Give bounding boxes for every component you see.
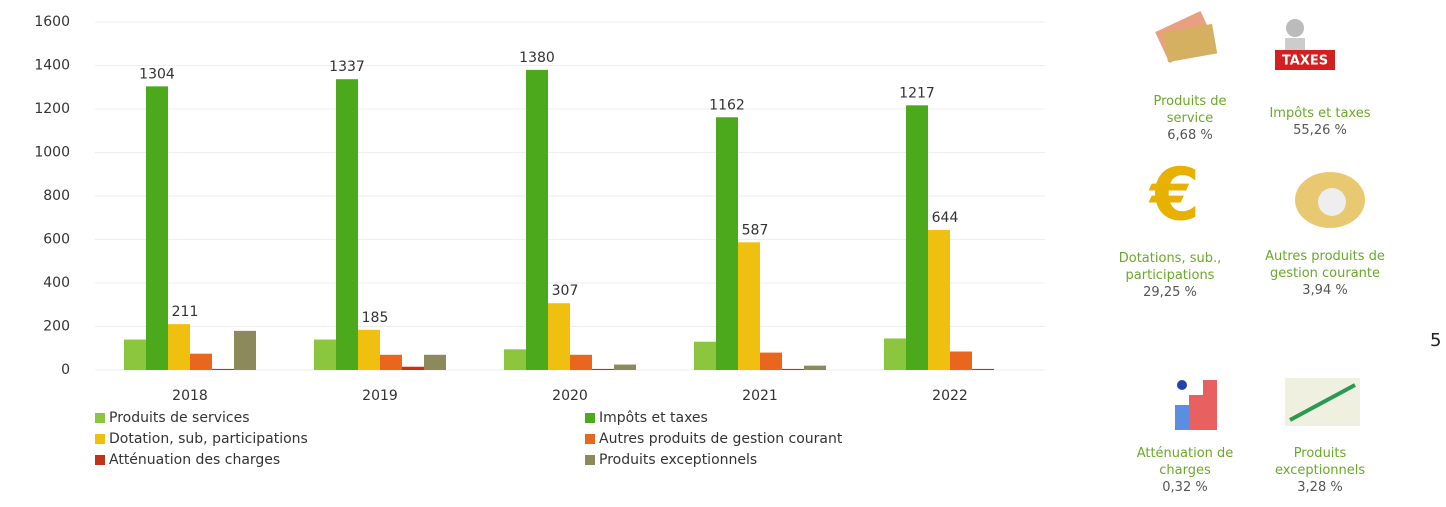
bar — [928, 229, 950, 370]
euro-icon: € — [1148, 153, 1200, 237]
y-tick-label: 1200 — [34, 101, 70, 117]
bar — [424, 354, 446, 370]
legend-label: Autres produits de gestion courant — [599, 431, 843, 447]
breakdown-item: Dotations, sub., participations 29,25 % — [1105, 250, 1235, 301]
data-label: 185 — [362, 310, 389, 326]
item-share: 0,32 % — [1162, 480, 1208, 495]
item-share: 3,94 % — [1302, 283, 1348, 298]
bar — [782, 368, 804, 370]
chart: 0 200 400 600 800 1000 1200 1400 1600 2018 1304 211… — [34, 14, 1045, 468]
growth-icon — [1285, 378, 1360, 426]
breakdown-item: Produits de service 6,68 % — [1130, 93, 1250, 144]
bar — [402, 366, 424, 370]
data-label: 307 — [552, 283, 579, 299]
icons: TAXES € — [1148, 11, 1365, 430]
legend-swatch — [95, 434, 105, 444]
y-tick-label: 800 — [43, 188, 70, 204]
y-tick-label: 1600 — [34, 14, 70, 30]
x-tick-label: 2021 — [742, 388, 778, 404]
legend-swatch — [585, 455, 595, 465]
bar — [146, 86, 168, 370]
bar — [884, 338, 906, 370]
bar — [548, 303, 570, 370]
breakdown-item: Atténuation de charges 0,32 % — [1125, 445, 1245, 496]
data-label: 1304 — [139, 66, 175, 82]
item-label: Autres produits de gestion courante — [1265, 249, 1385, 281]
legend-label: Impôts et taxes — [599, 410, 708, 426]
y-tick-label: 200 — [43, 319, 70, 335]
bar — [738, 242, 760, 370]
bar — [504, 349, 526, 370]
bar — [314, 339, 336, 370]
legend-label: Atténuation des charges — [109, 452, 280, 468]
svg-text:€: € — [1148, 153, 1200, 237]
bar — [190, 353, 212, 370]
bar — [716, 117, 738, 370]
bar — [950, 351, 972, 370]
legend-label: Produits exceptionnels — [599, 452, 757, 468]
data-label: 587 — [742, 222, 769, 238]
breakdown-item: Autres produits de gestion courante 3,94 … — [1255, 248, 1395, 299]
item-share: 3,28 % — [1297, 480, 1343, 495]
piggy-icon — [1295, 172, 1365, 228]
bar — [694, 341, 716, 370]
item-label: Atténuation de charges — [1136, 446, 1234, 478]
item-label: Produits exceptionnels — [1275, 446, 1366, 478]
breakdown-item: Produits exceptionnels 3,28 % — [1260, 445, 1380, 496]
bar — [760, 352, 782, 370]
svg-text:TAXES: TAXES — [1282, 54, 1328, 69]
item-share: 55,26 % — [1293, 123, 1347, 138]
bar — [972, 368, 994, 370]
y-tick-label: 600 — [43, 232, 70, 248]
legend-swatch — [95, 455, 105, 465]
bar — [614, 364, 636, 370]
page-number: 5 — [1430, 330, 1442, 351]
data-label: 1217 — [899, 85, 935, 101]
x-tick-label: 2022 — [932, 388, 968, 404]
breakdown-item: Impôts et taxes 55,26 % — [1260, 105, 1380, 139]
y-tick-label: 0 — [61, 362, 70, 378]
bar — [592, 368, 614, 370]
item-label: Impôts et taxes — [1269, 106, 1371, 121]
data-label: 1337 — [329, 59, 365, 75]
bar — [358, 329, 380, 370]
bar — [526, 69, 548, 370]
legend-label: Produits de services — [109, 410, 250, 426]
stairs-icon — [1175, 380, 1217, 430]
y-tick-label: 1000 — [34, 145, 70, 161]
bar — [234, 330, 256, 370]
y-tick-label: 400 — [43, 275, 70, 291]
item-label: Produits de service — [1153, 94, 1227, 126]
taxes-icon: TAXES — [1275, 19, 1335, 70]
bar — [380, 354, 402, 370]
legend-swatch — [585, 434, 595, 444]
money-icon — [1155, 11, 1218, 63]
bar — [336, 79, 358, 370]
data-label: 1162 — [709, 97, 745, 113]
y-tick-label: 1400 — [34, 58, 70, 74]
legend-swatch — [585, 413, 595, 423]
data-label: 1380 — [519, 50, 555, 66]
bar — [124, 339, 146, 370]
item-share: 6,68 % — [1167, 128, 1213, 143]
x-tick-label: 2018 — [172, 388, 208, 404]
bar — [570, 354, 592, 370]
bar — [212, 368, 234, 370]
data-label: 211 — [172, 304, 199, 320]
bar — [168, 324, 190, 370]
x-tick-label: 2019 — [362, 388, 398, 404]
bar — [906, 105, 928, 371]
legend-swatch — [95, 413, 105, 423]
legend-label: Dotation, sub, participations — [109, 431, 308, 447]
item-label: Dotations, sub., participations — [1118, 251, 1222, 283]
data-label: 644 — [932, 210, 959, 226]
bar — [804, 365, 826, 370]
item-share: 29,25 % — [1143, 285, 1197, 300]
x-tick-label: 2020 — [552, 388, 588, 404]
